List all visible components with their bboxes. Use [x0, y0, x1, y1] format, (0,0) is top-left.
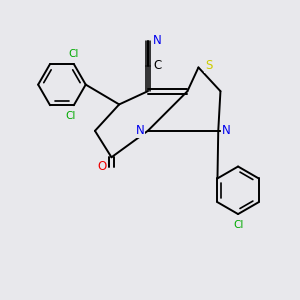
- Text: Cl: Cl: [66, 111, 76, 121]
- Text: Cl: Cl: [233, 220, 243, 230]
- Text: Cl: Cl: [69, 49, 79, 58]
- Text: S: S: [205, 59, 212, 73]
- Text: O: O: [98, 160, 107, 173]
- Text: N: N: [153, 34, 162, 47]
- Text: N: N: [222, 124, 231, 137]
- Text: N: N: [136, 124, 144, 137]
- Text: C: C: [153, 59, 161, 73]
